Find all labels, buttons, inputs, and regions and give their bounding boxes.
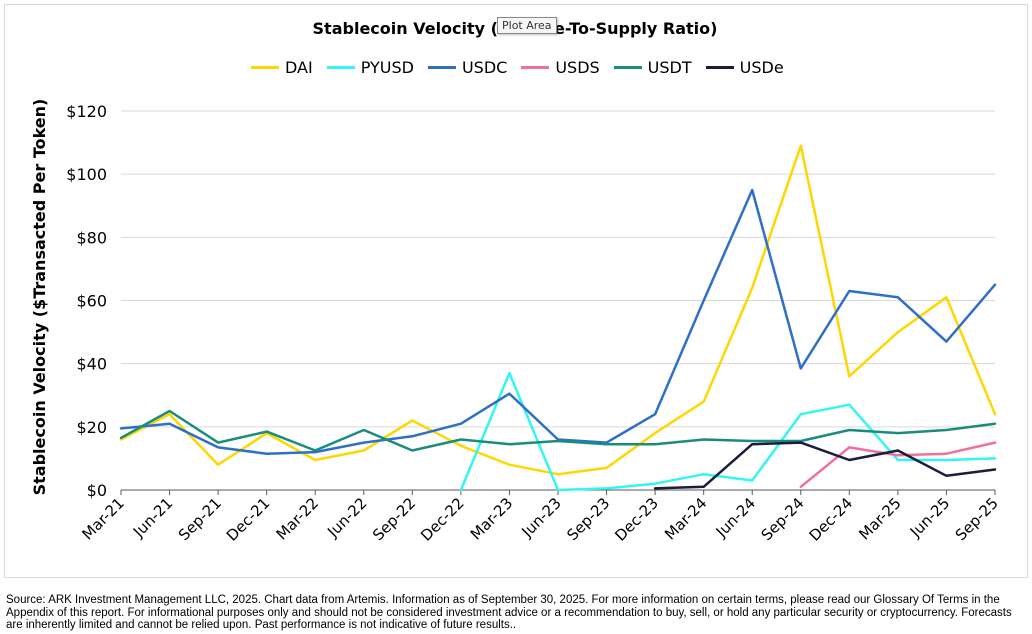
y-tick-label: $80: [76, 228, 107, 247]
x-tick-label: Jun-23: [517, 494, 564, 541]
x-tick-label: Mar-23: [467, 494, 516, 543]
x-tick-label: Sep-22: [369, 494, 419, 544]
x-tick-label: Sep-25: [952, 494, 1002, 544]
legend: DAI PYUSD USDC USDS USDT USDe: [251, 57, 798, 77]
legend-label: USDe: [739, 57, 784, 77]
legend-swatch: [251, 65, 279, 69]
legend-swatch: [427, 65, 456, 69]
legend-item-usdc: USDC: [427, 57, 508, 77]
series-line-pyusd: [459, 371, 997, 492]
x-tick-label: Dec-23: [611, 494, 662, 545]
x-tick-label: Jun-24: [712, 494, 759, 541]
x-tick-label: Dec-21: [223, 494, 274, 545]
legend-label: USDC: [461, 57, 508, 77]
y-axis-title: Stablecoin Velocity ($Transacted Per Tok…: [30, 99, 49, 496]
x-tick-label: Dec-22: [417, 494, 468, 545]
legend-label: DAI: [285, 57, 313, 77]
x-tick-label: Jun-21: [129, 494, 176, 541]
legend-swatch: [326, 65, 355, 69]
y-tick-label: $20: [76, 418, 107, 437]
plot-area-tooltip: Plot Area: [497, 17, 557, 34]
chart-frame: $0 $20 $40 $60 $80 $100 $120 Mar-21 Jun-21 Sep-21…: [4, 4, 1028, 578]
chart-svg: $0 $20 $40 $60 $80 $100 $120 Mar-21 Jun-21Sep-21…: [30, 99, 1002, 545]
legend-item-usds: USDS: [521, 57, 600, 77]
y-tick-label: $100: [66, 165, 107, 184]
x-tick-label: Dec-24: [806, 494, 857, 545]
y-tick-label: $120: [66, 102, 107, 121]
legend-item-dai: DAI: [251, 58, 313, 77]
legend-item-usde: USDe: [705, 57, 784, 77]
gridlines: [121, 110, 995, 428]
legend-label: PYUSD: [360, 57, 414, 77]
series-line-usdc: [119, 188, 997, 455]
legend-swatch: [613, 65, 642, 69]
legend-label: USDT: [647, 57, 692, 77]
series-lines: [119, 144, 997, 492]
legend-swatch: [705, 65, 734, 69]
y-tick-label: $40: [76, 355, 107, 374]
x-tick-label: Sep-23: [563, 494, 613, 544]
legend-label: USDS: [555, 57, 600, 77]
series-line-usdt: [119, 409, 997, 452]
legend-item-pyusd: PYUSD: [326, 57, 414, 77]
x-tick-label: Mar-22: [273, 494, 322, 543]
legend-swatch: [521, 65, 550, 69]
y-tick-label: $60: [76, 292, 107, 311]
source-note: Source: ARK Investment Management LLC, 2…: [6, 594, 1012, 631]
x-tick-label: Sep-21: [175, 494, 225, 544]
series-line-usds: [799, 441, 997, 489]
x-tick-label: Mar-21: [78, 494, 127, 543]
y-tick-label: $0: [87, 481, 107, 500]
legend-item-usdt: USDT: [613, 57, 692, 77]
axes: $0 $20 $40 $60 $80 $100 $120 Mar-21 Jun-21Sep-21…: [66, 102, 1002, 545]
x-tick-label: Sep-24: [758, 494, 808, 544]
x-tick-label: Mar-25: [855, 494, 904, 543]
x-tick-label: Jun-25: [906, 494, 953, 541]
x-tick-label: Jun-22: [323, 494, 370, 541]
series-line-dai: [119, 144, 997, 476]
x-tick-label: Mar-24: [661, 494, 710, 543]
series-line-usde: [653, 441, 997, 490]
